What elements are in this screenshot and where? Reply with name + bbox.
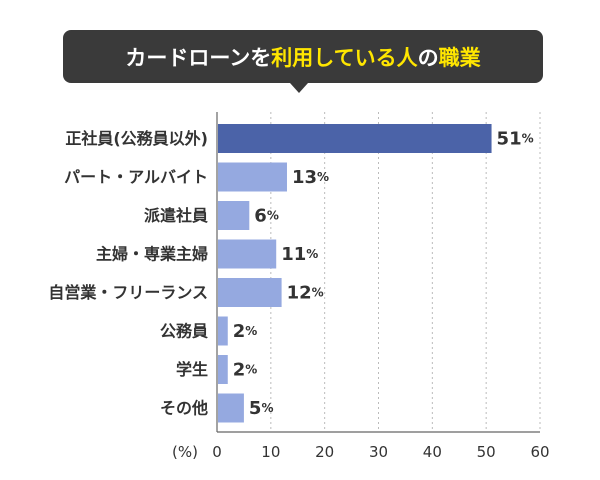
bar-4 (218, 278, 282, 307)
category-label-7: その他 (160, 399, 208, 418)
title-pointer (290, 83, 308, 93)
bar-6 (218, 355, 228, 384)
value-label-1: 13% (292, 167, 329, 188)
x-tick-label-3: 30 (369, 443, 388, 461)
category-label-6: 学生 (176, 360, 208, 379)
x-tick-label-0: 0 (212, 443, 222, 461)
value-label-4: 12% (287, 282, 324, 303)
category-label-2: 派遣社員 (144, 206, 208, 225)
bar-5 (218, 316, 228, 346)
title-highlight-1: 利用している人 (271, 45, 418, 70)
category-label-5: 公務員 (160, 322, 208, 341)
category-label-0: 正社員(公務員以外) (65, 129, 208, 148)
bar-3 (218, 239, 277, 269)
value-label-0: 51% (497, 128, 534, 149)
x-tick-label-1: 10 (261, 443, 280, 461)
x-tick-label-5: 50 (477, 443, 496, 461)
value-label-5: 2% (233, 321, 258, 342)
bar-1 (218, 162, 287, 192)
title-part-1: カードローンを (125, 45, 272, 70)
bar-7 (218, 393, 244, 423)
x-tick-label-4: 40 (423, 443, 442, 461)
category-label-3: 主婦・専業主婦 (96, 245, 208, 264)
x-unit-label: (%) (172, 443, 198, 461)
chart-title-banner: カードローンを 利用している人の職業 (63, 30, 543, 83)
bar-0 (218, 124, 492, 153)
value-label-6: 2% (233, 359, 258, 380)
value-label-2: 6% (254, 205, 279, 226)
bar-2 (218, 201, 250, 230)
category-label-1: パート・アルバイト (64, 168, 208, 187)
value-label-7: 5% (249, 398, 274, 419)
category-label-4: 自営業・フリーランス (48, 283, 208, 302)
x-tick-label-6: 60 (530, 443, 549, 461)
x-tick-label-2: 20 (315, 443, 334, 461)
title-highlight-2: 職業 (438, 45, 481, 70)
value-label-3: 11% (281, 244, 318, 265)
title-part-2: の (417, 45, 439, 70)
